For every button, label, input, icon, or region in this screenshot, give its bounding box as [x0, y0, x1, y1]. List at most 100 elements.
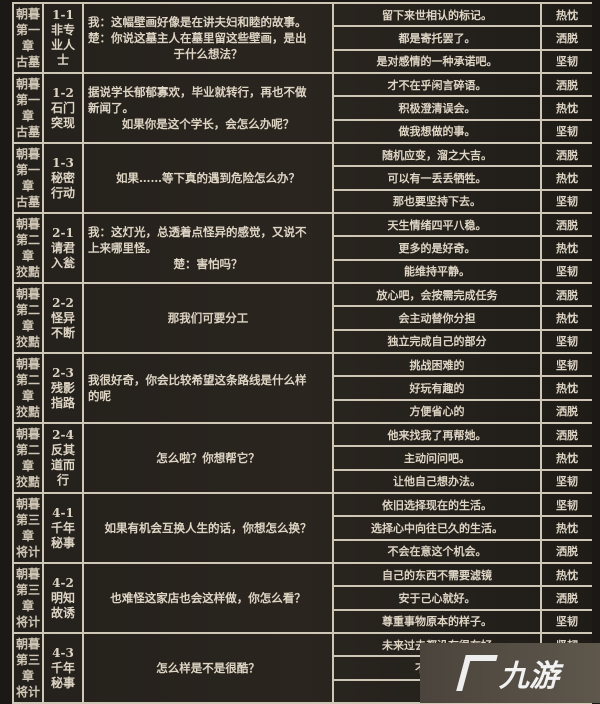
- option-attribute: 坚韧: [556, 335, 578, 349]
- option-row: 不会在意这个机会。 洒脱: [334, 540, 592, 562]
- chapter-text: 章: [21, 179, 34, 193]
- option-text: 独立完成自己的部分: [334, 330, 542, 352]
- chapter-text: 第一: [15, 23, 40, 37]
- quest-text: 非专: [50, 23, 75, 37]
- chapter-cell: 朝暮 第一章古墓: [12, 74, 44, 142]
- chapter-cell: 朝暮 第二章狡黠: [12, 214, 44, 282]
- quest-cell: 1-1 非专 业人士: [44, 4, 84, 72]
- chapter-text: 章: [21, 109, 34, 123]
- table-row-group: 朝暮 第三章将计 4-1 千年 秘事 如果有机会互换人生的话，你想怎么换？ 依旧选择现在的生…: [12, 494, 592, 564]
- quest-text: 4-1: [52, 505, 74, 520]
- dialogue-line: 于什么想法？: [173, 47, 243, 61]
- dialogue-line: 如果有机会互换人生的话，你想怎么换？: [104, 521, 312, 535]
- options-cell: 他来找我了再帮她。 洒脱 主动问问吧。 热忱 让他自己想办法。 坚韧: [334, 424, 592, 492]
- quest-text: 2-2: [52, 295, 74, 310]
- dialogue-line: 那我们可要分工: [167, 311, 249, 325]
- quest-text: 道而: [50, 458, 75, 472]
- option-text: 挑战困难的: [334, 354, 542, 376]
- dialogue-cell: 怎么样是不是很酷？: [84, 634, 334, 702]
- chapter-text: 将计: [15, 685, 40, 699]
- chapter-cell: 朝暮 第三章将计: [12, 564, 44, 632]
- table-row-group: 朝暮 第一章古墓 1-2 石门 突现 据说学长郁郁寡欢，毕业就转行，再也不做 新闻了。 如果你…: [12, 74, 592, 144]
- chapter-text: 狡黠: [15, 475, 40, 489]
- option-text: 能维持平静。: [334, 260, 542, 282]
- chapter-text: 第三: [15, 653, 40, 667]
- dialogue-line: 怎么样是不是很酷？: [156, 661, 260, 675]
- table-row-group: 朝暮 第一章古墓 1-1 非专 业人士我：这幅壁画好像是在讲夫妇和睦的故事。 楚：你说这墓…: [12, 4, 592, 74]
- option-row: 放心吧，会按需完成任务 洒脱: [334, 284, 592, 308]
- option-attribute: 坚韧: [556, 265, 578, 279]
- chapter-text: 章: [21, 389, 34, 403]
- chapter-cell: 朝暮 第二章狡黠: [12, 284, 44, 352]
- option-text: 才不在乎闲言碎语。: [334, 74, 542, 96]
- dialogue-line: 楚：害怕吗？: [173, 257, 243, 271]
- option-row: 做我想做的事。 坚韧: [334, 120, 592, 142]
- dialogue-cell: 怎么啦？你想帮它？: [84, 424, 334, 492]
- option-text: 随机应变，溜之大吉。: [334, 144, 542, 166]
- options-cell: 天生情绪四平八稳。 洒脱 更多的是好奇。 热忱 能维持平静。 坚韧: [334, 214, 592, 282]
- quest-text: 千年: [50, 520, 75, 535]
- option-attribute: 热忱: [556, 311, 578, 325]
- chapter-text: 朝暮: [15, 217, 40, 231]
- chapter-text: 狡黠: [15, 265, 40, 279]
- option-text: 放心吧，会按需完成任务: [334, 284, 542, 306]
- option-text: 主动问问吧。: [334, 447, 542, 469]
- option-text: 那也要坚持下去。: [334, 190, 542, 212]
- chapter-text: 第一: [15, 93, 40, 107]
- option-attribute: 热忱: [556, 241, 578, 255]
- quest-text: 明知: [50, 590, 75, 605]
- option-attribute: 洒脱: [556, 78, 578, 92]
- option-row: 独立完成自己的部分 坚韧: [334, 330, 592, 352]
- dialogue-line: 新闻了。: [88, 101, 134, 115]
- option-attribute: 洒脱: [556, 31, 578, 45]
- chapter-text: 朝暮: [15, 77, 40, 91]
- quest-text: 千年: [50, 660, 75, 675]
- chapter-text: 朝暮: [15, 427, 40, 441]
- dialogue-line: 我：这幅壁画好像是在讲夫妇和睦的故事。: [88, 15, 307, 29]
- option-row: 选择心中向往已久的生活。 热忱: [334, 517, 592, 541]
- chapter-text: 第一: [15, 163, 40, 177]
- option-row: 他来找我了再帮她。 洒脱: [334, 424, 592, 448]
- quest-text: 突现: [50, 115, 75, 130]
- option-row: 随机应变，溜之大吉。 洒脱: [334, 144, 592, 168]
- chapter-text: 狡黠: [15, 405, 40, 419]
- option-row: 主动问问吧。 热忱: [334, 447, 592, 471]
- jiuyou-logo-icon: [456, 655, 498, 691]
- option-row: 方便省心的 洒脱: [334, 400, 592, 422]
- dialogue-cell: 我：这幅壁画好像是在讲夫妇和睦的故事。 楚：你说这墓主人在墓里留这些壁画，是出 于什…: [84, 4, 334, 72]
- option-text: 天生情绪四平八稳。: [334, 214, 542, 236]
- dialogue-cell: 如果……等下真的遇到危险怎么办？: [84, 144, 334, 212]
- quest-text: 秘事: [50, 535, 75, 550]
- option-attribute: 热忱: [556, 171, 578, 185]
- chapter-text: 章: [21, 39, 34, 53]
- dialogue-line: 如果……等下真的遇到危险怎么办？: [116, 171, 300, 185]
- chapter-text: 第二: [15, 303, 40, 317]
- table-row-group: 朝暮 第二章狡黠 2-2 怪异 不断 那我们可要分工 放心吧，会按需完成任务 洒脱 会主动替你分…: [12, 284, 592, 354]
- option-attribute: 热忱: [556, 101, 578, 115]
- chapter-text: 朝暮: [15, 497, 40, 511]
- dialogue-cell: 那我们可要分工: [84, 284, 334, 352]
- quest-text: 石门: [50, 100, 75, 115]
- quest-cell: 2-4 反其 道而行: [44, 424, 84, 492]
- option-text: 都是寄托罢了。: [334, 27, 542, 49]
- quest-text: 2-1: [52, 225, 74, 240]
- chapter-text: 朝暮: [15, 567, 40, 581]
- chapter-text: 章: [21, 249, 34, 263]
- table-row-group: 朝暮 第一章古墓 1-3 秘密 行动 如果……等下真的遇到危险怎么办？ 随机应变，溜之大吉。…: [12, 144, 592, 214]
- option-attribute: 坚韧: [556, 195, 578, 209]
- option-text: 积极澄清误会。: [334, 97, 542, 119]
- option-attribute: 洒脱: [556, 591, 578, 605]
- quest-text: 秘密: [50, 170, 75, 185]
- chapter-cell: 朝暮 第一章古墓: [12, 144, 44, 212]
- quest-text: 不断: [50, 325, 75, 340]
- table-row-group: 朝暮 第二章狡黠 2-1 请君 入瓮 我：这灯光，总透着点怪异的感觉，又说不 上来哪里怪。楚…: [12, 214, 592, 284]
- chapter-text: 朝暮: [15, 637, 40, 651]
- chapter-text: 第二: [15, 443, 40, 457]
- chapter-cell: 朝暮 第二章狡黠: [12, 424, 44, 492]
- quest-text: 秘事: [50, 675, 75, 690]
- option-text: 更多的是好奇。: [334, 237, 542, 259]
- option-text: 不会在意这个机会。: [334, 540, 542, 562]
- option-attribute: 坚韧: [556, 615, 578, 629]
- option-row: 自己的东西不需要滤镜 热忱: [334, 564, 592, 588]
- quest-cell: 2-2 怪异 不断: [44, 284, 84, 352]
